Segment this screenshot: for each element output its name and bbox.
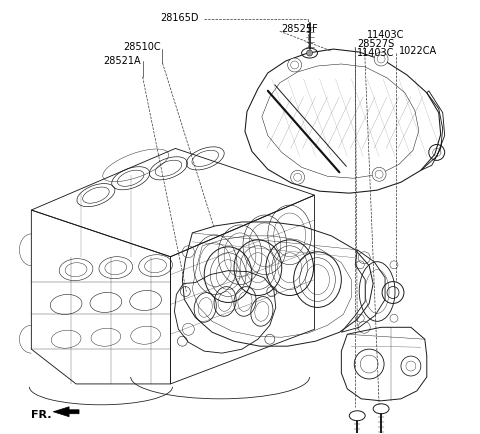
- Circle shape: [372, 168, 386, 181]
- Text: FR.: FR.: [31, 410, 52, 420]
- Text: 11403C: 11403C: [367, 30, 405, 40]
- Text: 28525F: 28525F: [282, 24, 319, 34]
- Text: 28527S: 28527S: [357, 39, 395, 49]
- Text: 11403C: 11403C: [357, 48, 395, 58]
- Text: 1022CA: 1022CA: [399, 46, 437, 56]
- Circle shape: [307, 50, 312, 56]
- Circle shape: [291, 170, 305, 184]
- Text: 28521A: 28521A: [103, 56, 141, 66]
- Polygon shape: [53, 407, 79, 417]
- Circle shape: [374, 52, 388, 66]
- Text: 28165D: 28165D: [160, 13, 198, 23]
- Circle shape: [288, 58, 301, 72]
- Text: 28510C: 28510C: [123, 42, 160, 52]
